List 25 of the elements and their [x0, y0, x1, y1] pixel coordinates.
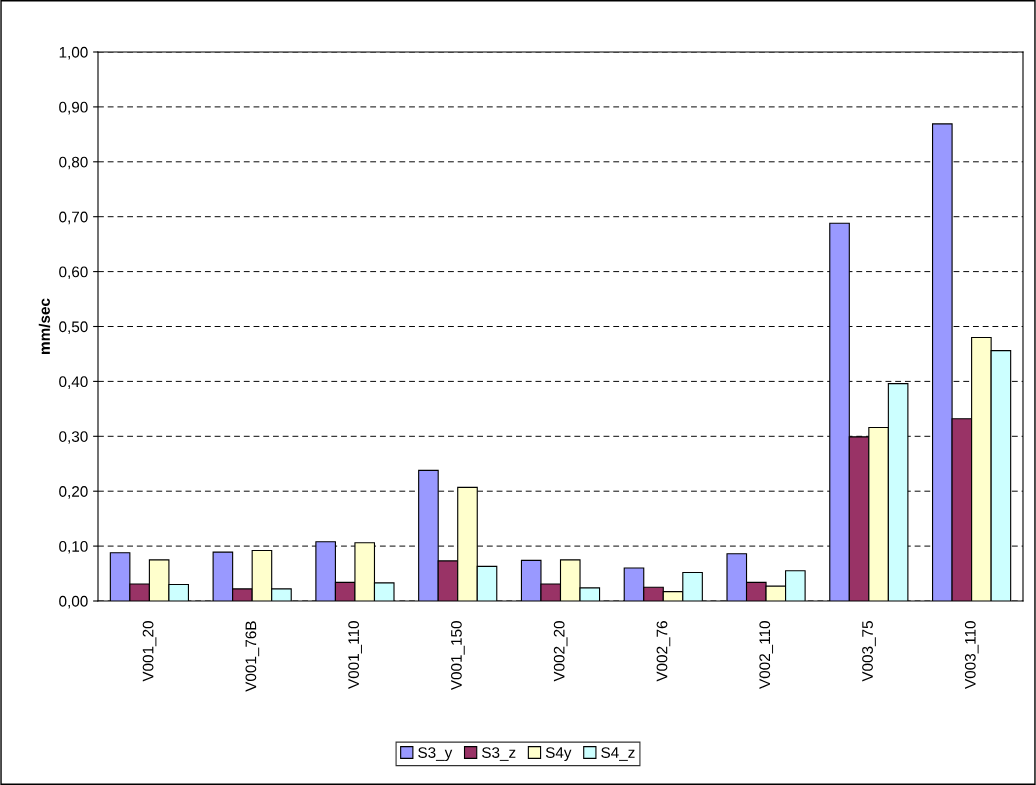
y-tick-label: 0,90	[59, 101, 88, 115]
legend-label: S3_z	[482, 747, 516, 761]
y-tick-label: 0,30	[59, 431, 88, 444]
x-tick-label: V003_75	[862, 621, 876, 682]
y-tick-label: 0,60	[59, 266, 88, 280]
x-tick-label: V002_76	[656, 621, 671, 682]
x-tick-label: V002_110	[759, 621, 774, 689]
y-axis-title: mm/sec	[38, 298, 51, 354]
x-tick-label: V003_110	[964, 621, 979, 689]
y-tick-label: 0,80	[59, 156, 88, 170]
x-tick-label: V001_150	[451, 621, 465, 691]
y-tick-label: 0,50	[59, 321, 88, 334]
x-tick-label: V002_20	[553, 621, 568, 682]
x-tick-label: V001_76B	[245, 621, 260, 692]
y-tick-label: 0,00	[59, 595, 88, 609]
legend-label: S3_y	[418, 747, 453, 761]
legend-label: S4y	[545, 747, 572, 761]
y-tick-label: 1,00	[59, 46, 88, 60]
y-tick-label: 0,70	[59, 211, 88, 225]
y-tick-label: 0,40	[59, 376, 88, 389]
y-tick-label: 0,10	[59, 540, 88, 554]
x-tick-label: V001_110	[348, 621, 362, 689]
legend-label: S4_z	[601, 747, 635, 761]
y-tick-label: 0,20	[59, 486, 88, 499]
x-tick-label: V001_20	[142, 621, 157, 682]
